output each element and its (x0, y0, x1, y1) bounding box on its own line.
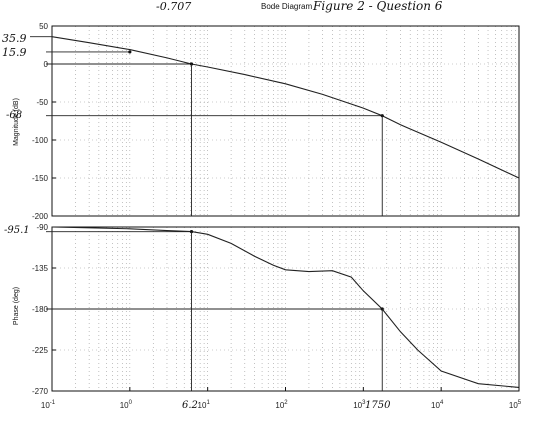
x-tick-label: 103 (353, 400, 366, 410)
mag-mark-minus-68: -68 (6, 110, 22, 121)
magnitude-y-tick-label: -50 (36, 98, 48, 107)
freq-mark-1750: 1750 (365, 400, 391, 411)
magnitude-y-tick-label: -200 (32, 212, 49, 221)
x-tick-label: 102 (275, 400, 288, 410)
phase-y-tick-label: -90 (36, 223, 48, 232)
magnitude-y-tick-label: 50 (39, 22, 48, 31)
phase-axis-label: Phase (deg) (13, 287, 20, 325)
x-tick-label: 101 (198, 400, 211, 410)
phase-y-tick-label: -180 (32, 305, 49, 314)
chart-title: Bode Diagram (261, 2, 312, 11)
mag-mark-35-9: 35.9 (2, 32, 27, 45)
magnitude-axis-label: Magnitude (dB) (13, 98, 20, 146)
phase-y-tick-label: -225 (32, 346, 49, 355)
figure-label: Figure 2 - Question 6 (312, 0, 443, 13)
phase-y-tick-label: -270 (32, 387, 49, 396)
phase-y-tick-label: -135 (32, 264, 49, 273)
magnitude-frame (51, 25, 520, 217)
phase-mark-minus-95-1: -95.1 (4, 225, 30, 236)
corner-note: -0.707 (156, 0, 191, 13)
mag-mark-15-9: 15.9 (2, 46, 27, 59)
x-tick-label: 105 (509, 400, 522, 410)
freq-mark-6-2: 6.2 (182, 400, 198, 411)
magnitude-y-tick-label: -100 (32, 136, 49, 145)
magnitude-curve (51, 36, 520, 179)
magnitude-y-tick-label: -150 (32, 174, 49, 183)
x-tick-label: 104 (431, 400, 444, 410)
annotation-marker (128, 50, 132, 54)
x-tick-label: 100 (120, 400, 133, 410)
x-tick-label: 10-1 (41, 400, 56, 410)
magnitude-y-tick-label: 0 (44, 60, 49, 69)
